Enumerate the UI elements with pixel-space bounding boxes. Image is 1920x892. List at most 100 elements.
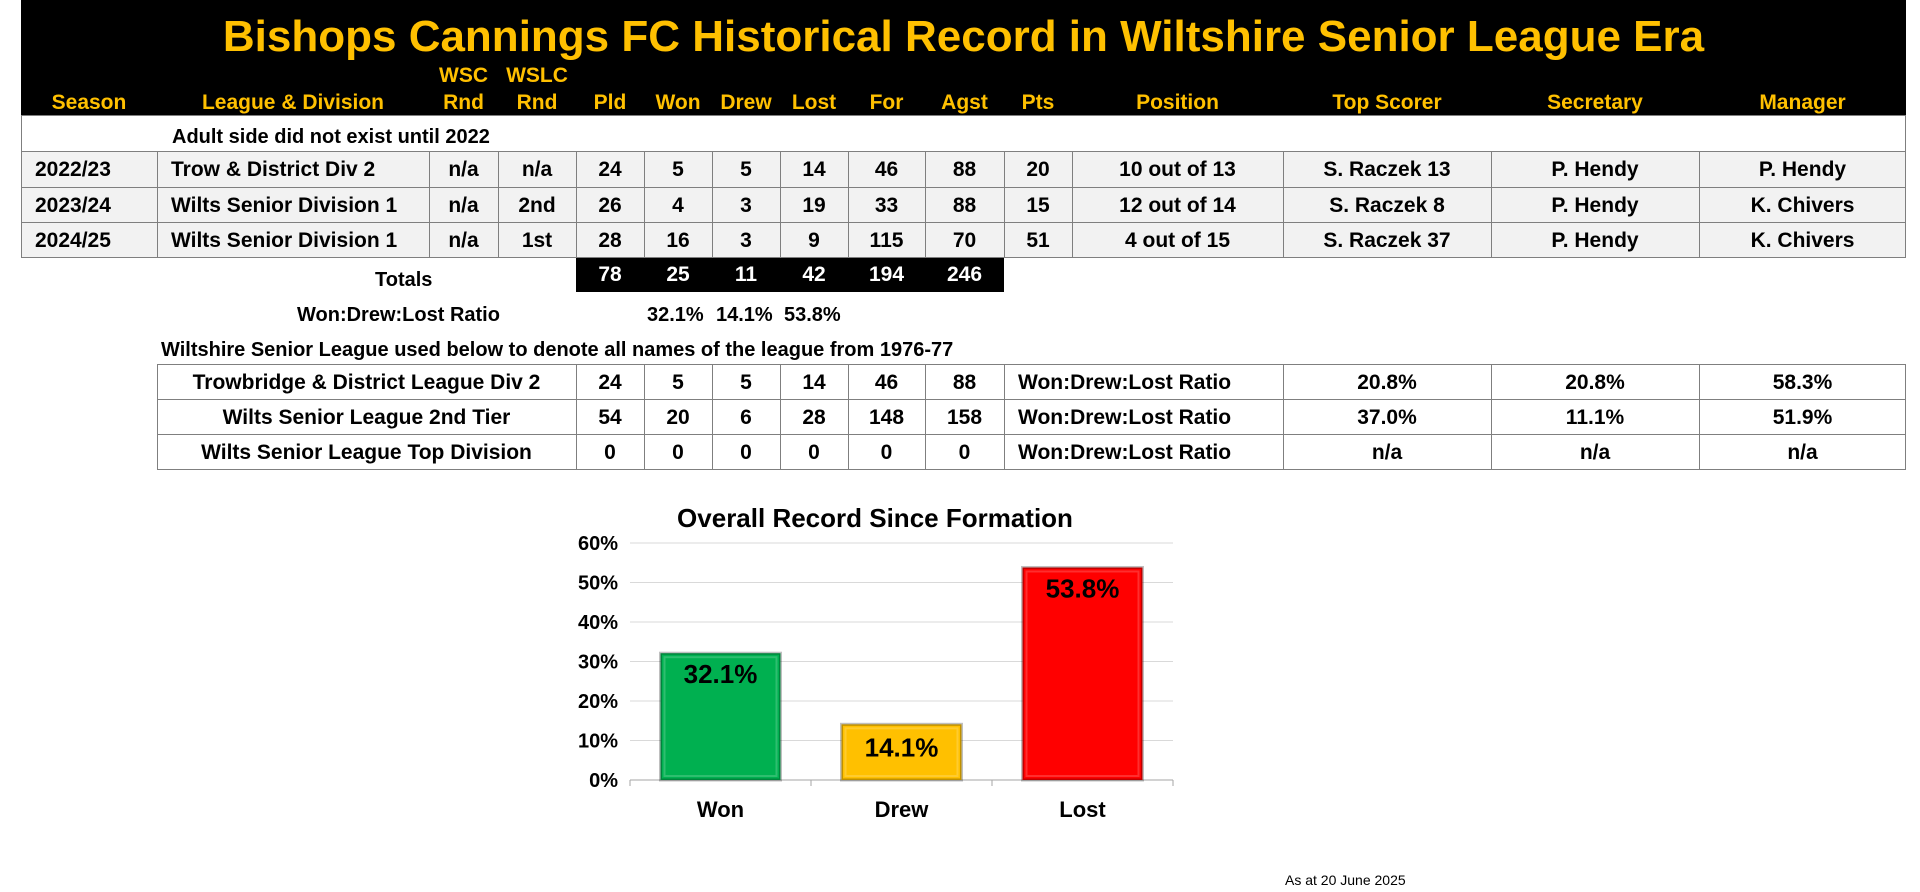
- y-tick-label: 50%: [578, 573, 618, 595]
- summary-cell-won: 5: [672, 370, 684, 394]
- season-cell-top-scorer: S. Raczek 13: [1323, 158, 1451, 181]
- summary-cell-for: 46: [874, 370, 899, 394]
- season-cell-position: 10 out of 13: [1119, 158, 1236, 181]
- y-tick-label: 20%: [578, 691, 618, 713]
- grid-line: [576, 152, 577, 188]
- grid-line: [848, 223, 849, 258]
- season-cell-agst: 70: [952, 228, 977, 252]
- season-cell-won: 16: [666, 228, 690, 252]
- grid-line: [1905, 188, 1906, 224]
- summary-cell-name: Wilts Senior League Top Division: [201, 440, 532, 464]
- summary-cell-lost-pct: 58.3%: [1772, 370, 1833, 394]
- header-position: Position: [1136, 91, 1219, 114]
- grid-line: [780, 188, 781, 224]
- season-cell-season: 2022/23: [35, 158, 111, 181]
- grid-line: [925, 435, 926, 470]
- season-cell-won: 4: [672, 194, 684, 217]
- note-row: Adult side did not exist until 2022: [21, 115, 1906, 151]
- summary-cell-name: Wilts Senior League 2nd Tier: [222, 405, 511, 429]
- season-cell-league: Wilts Senior Division 1: [171, 194, 398, 217]
- summary-cell-won-pct: 20.8%: [1357, 370, 1417, 394]
- totals-for: 194: [868, 263, 905, 286]
- grid-line: [1491, 435, 1492, 470]
- summary-cell-agst: 0: [958, 440, 971, 464]
- grid-line: [1004, 435, 1005, 470]
- grid-line: [925, 365, 926, 400]
- grid-line: [1004, 152, 1005, 188]
- grid-line: [157, 400, 158, 435]
- y-tick-label: 0%: [589, 770, 618, 792]
- grid-line: [1905, 365, 1906, 400]
- grid-line: [848, 365, 849, 400]
- summary-cell-drew-pct: 11.1%: [1565, 405, 1625, 429]
- grid-line: [1072, 223, 1073, 258]
- grid-line: [1491, 365, 1492, 400]
- header-lost: Lost: [791, 91, 837, 114]
- grid-line: [1004, 365, 1005, 400]
- summary-cell-drew: 0: [740, 440, 752, 464]
- summary-cell-ratio-label: Won:Drew:Lost Ratio: [1018, 405, 1232, 429]
- x-tick-label: Lost: [1059, 797, 1106, 822]
- header-drew: Drew: [720, 91, 772, 114]
- totals-pld: 78: [598, 263, 622, 286]
- grid-line: [576, 188, 577, 224]
- grid-line: [1699, 400, 1700, 435]
- data-label-drew: 14.1%: [865, 732, 939, 762]
- chart-x-axis: Won Drew Lost: [697, 797, 1107, 822]
- grid-line: [1699, 152, 1700, 188]
- season-cell-pts: 51: [1026, 228, 1050, 252]
- grid-line: [1699, 223, 1700, 258]
- grid-line: [848, 152, 849, 188]
- bar-bevel: [844, 727, 959, 777]
- league-note: Wiltshire Senior League used below to de…: [161, 339, 954, 361]
- overall-record-chart: Overall Record Since Formation 0% 10% 20% 3…: [578, 503, 1174, 822]
- totals-lost: 42: [802, 263, 826, 286]
- grid-line: [848, 188, 849, 224]
- season-cell-season: 2024/25: [35, 228, 111, 252]
- grid-line: [429, 223, 430, 258]
- grid-line: [21, 223, 22, 258]
- summary-bottom-border: [157, 469, 1906, 470]
- season-cell-wslc: n/a: [521, 158, 553, 181]
- season-cell-for: 115: [869, 228, 904, 252]
- grid-line: [1491, 152, 1492, 188]
- grid-line: [644, 188, 645, 224]
- table-bottom-border: [21, 257, 1906, 258]
- grid-line: [429, 152, 430, 188]
- grid-line: [498, 188, 499, 224]
- season-row: 2023/24 Wilts Senior Division 1 n/a 2nd 26 4 3…: [21, 187, 1906, 224]
- summary-row: Trowbridge & District League Div 2 24 5 5 14…: [157, 364, 1906, 400]
- season-cell-agst: 88: [952, 158, 977, 181]
- grid-line: [21, 152, 22, 188]
- grid-line: [157, 152, 158, 188]
- season-cell-position: 4 out of 15: [1124, 228, 1230, 252]
- bar-bevel: [663, 656, 778, 777]
- summary-cell-lost-pct: 51.9%: [1772, 405, 1833, 429]
- grid-line: [1905, 400, 1906, 435]
- grid-line: [1004, 188, 1005, 224]
- summary-cell-for: 148: [868, 405, 905, 429]
- totals-drew: 11: [734, 263, 758, 286]
- summary-row: Wilts Senior League Top Division 0 0 0 0 0 0 Wo…: [157, 434, 1906, 470]
- season-cell-for: 46: [874, 158, 899, 181]
- grid-line: [157, 223, 158, 258]
- y-tick-label: 60%: [578, 533, 618, 555]
- grid-line: [1072, 152, 1073, 188]
- header-bar: Bishops Cannings FC Historical Record in…: [21, 0, 1906, 115]
- season-cell-pld: 24: [598, 158, 622, 181]
- summary-cell-drew-pct: n/a: [1579, 440, 1611, 464]
- grid-line: [712, 400, 713, 435]
- grid-line: [712, 365, 713, 400]
- header-pld: Pld: [593, 91, 627, 114]
- grid-line: [780, 223, 781, 258]
- season-cell-secretary: P. Hendy: [1551, 194, 1639, 217]
- data-label-lost: 53.8%: [1046, 573, 1120, 603]
- as-at-date: As at 20 June 2025: [1285, 872, 1406, 888]
- bar-lost: [1021, 565, 1144, 782]
- grid-line: [780, 435, 781, 470]
- y-tick-label: 30%: [578, 652, 618, 674]
- summary-cell-for: 0: [880, 440, 893, 464]
- season-cell-pts: 15: [1026, 194, 1050, 217]
- grid-line: [1283, 223, 1284, 258]
- summary-cell-won-pct: n/a: [1371, 440, 1403, 464]
